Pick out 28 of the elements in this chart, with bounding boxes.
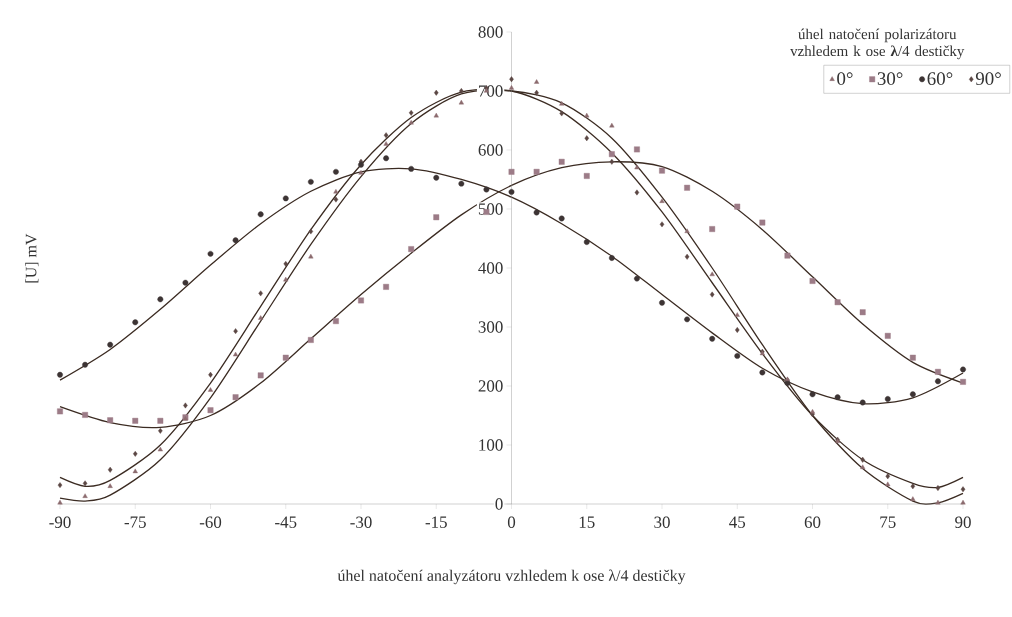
x-tick-label: -60 <box>199 516 222 528</box>
x-tick-label: 90 <box>955 516 971 528</box>
x-tick-label: -75 <box>124 516 146 528</box>
y-tick-label: 400 <box>478 262 503 274</box>
x-tick-label: 30 <box>654 516 670 528</box>
legend-label: 0° <box>837 72 853 86</box>
x-tick-label: 75 <box>880 516 896 528</box>
x-tick-label: 15 <box>579 516 595 528</box>
y-tick-label: 800 <box>478 26 503 38</box>
x-tick-label: -15 <box>425 516 447 528</box>
x-axis-title: úhel natočení analyzátoru vzhledem k ose λ/4 destičky <box>337 569 686 585</box>
legend-title: úhel natočení polarizátoru vzhledem k ose λ/4 destičky <box>790 28 965 60</box>
y-tick-label: 700 <box>479 85 503 97</box>
x-tick-label: 0 <box>507 516 516 528</box>
y-tick-label: 600 <box>478 144 503 156</box>
legend-label: 90° <box>975 72 1001 86</box>
y-axis-title: [U] mV <box>25 233 39 283</box>
y-tick-label: 100 <box>479 439 503 451</box>
x-tick-label: -45 <box>275 516 297 528</box>
y-tick-label: 200 <box>478 380 503 392</box>
x-tick-label: -30 <box>350 516 372 528</box>
x-tick-label: 45 <box>729 516 746 528</box>
y-tick-label: 0 <box>495 498 503 510</box>
legend-label: 60° <box>927 72 953 86</box>
y-tick-label: 300 <box>478 321 503 333</box>
x-tick-label: -90 <box>49 516 71 528</box>
x-tick-label: 60 <box>804 516 821 528</box>
legend-label: 30° <box>877 72 903 86</box>
